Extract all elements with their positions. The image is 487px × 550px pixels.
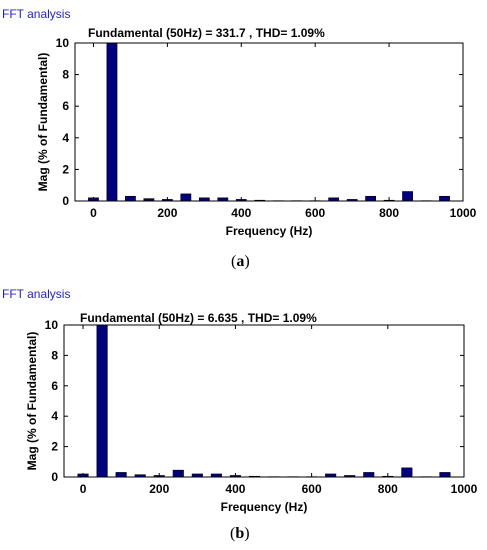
x-tick-label: 400 (225, 482, 245, 496)
y-axis-label: Mag (% of Fundamental) (36, 53, 50, 192)
caption-suffix: ) (244, 525, 250, 542)
fft-bar (125, 195, 136, 202)
caption-prefix: ( (230, 525, 236, 542)
y-tick-label: 2 (51, 440, 58, 454)
fft-bar (439, 472, 451, 478)
x-tick-label: 0 (90, 206, 97, 220)
caption-letter: b (235, 525, 245, 542)
y-tick-label: 6 (51, 379, 58, 393)
y-axis-label: Mag (% of Fundamental) (25, 332, 39, 471)
x-tick-label: 1000 (451, 482, 478, 496)
caption: (b) (230, 525, 250, 543)
plot-frame (63, 324, 465, 478)
fft-chart: 0 200 400 600 800 1000 0 2 4 6 8 10 Frequency (Hz) Ma… (36, 36, 477, 238)
y-tick-label: 10 (56, 36, 70, 50)
fft-panel-b: FFT analysis Fundamental (50Hz) = 6.635 … (0, 275, 487, 550)
x-tick-label: 200 (157, 206, 177, 220)
x-axis-label: Frequency (Hz) (226, 224, 313, 238)
fft-bar (401, 467, 413, 478)
x-axis-label: Frequency (Hz) (221, 500, 308, 514)
x-tick-label: 600 (302, 482, 322, 496)
fft-bar (365, 195, 376, 202)
caption: (a) (231, 253, 250, 271)
x-tick-label: 600 (305, 206, 325, 220)
y-tick-label: 8 (62, 68, 69, 82)
y-tick-label: 8 (51, 348, 58, 362)
fft-bar (439, 195, 450, 202)
fft-panel-a: FFT analysis Fundamental (50Hz) = 331.7 … (2, 7, 477, 271)
chart-title: Fundamental (50Hz) = 6.635 , THD= 1.09% (80, 311, 317, 325)
x-tick-label: 400 (231, 206, 251, 220)
plot-frame (74, 42, 464, 202)
fft-bar (402, 191, 413, 202)
fft-chart: 0 200 400 600 800 1000 0 2 4 6 8 10 Frequency (Hz) Ma… (25, 318, 478, 514)
y-tick-label: 0 (62, 194, 69, 208)
fft-bar (106, 42, 118, 202)
fft-bar (363, 472, 375, 478)
caption-letter: a (236, 253, 245, 270)
chart-title: Fundamental (50Hz) = 331.7 , THD= 1.09% (88, 26, 325, 40)
y-tick-label: 0 (51, 470, 58, 484)
y-tick-label: 2 (62, 162, 69, 176)
fft-analysis-label: FFT analysis (2, 7, 71, 21)
x-tick-label: 0 (80, 482, 87, 496)
y-tick-label: 6 (62, 99, 69, 113)
fft-bar (96, 324, 108, 478)
x-tick-label: 800 (379, 206, 399, 220)
y-tick-label: 4 (62, 131, 69, 145)
fft-bar (180, 193, 192, 202)
x-tick-label: 200 (149, 482, 169, 496)
caption-suffix: ) (244, 253, 250, 270)
caption-prefix: ( (231, 253, 237, 270)
y-tick-label: 10 (45, 318, 59, 332)
x-tick-label: 1000 (450, 206, 477, 220)
y-tick-label: 4 (51, 409, 58, 423)
fft-bar (115, 472, 127, 478)
fft-bar (172, 469, 184, 478)
x-tick-label: 800 (378, 482, 398, 496)
fft-analysis-label: FFT analysis (2, 287, 71, 301)
